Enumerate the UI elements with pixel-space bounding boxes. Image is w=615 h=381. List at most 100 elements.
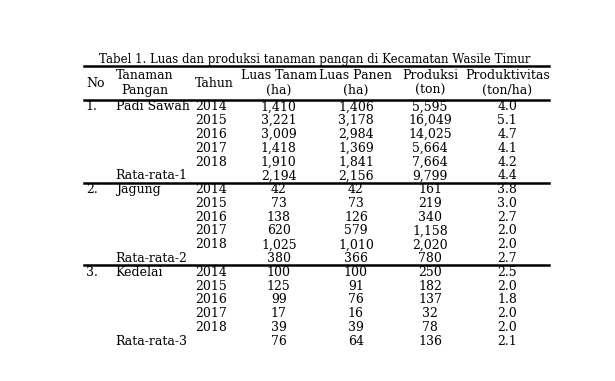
Text: 1,910: 1,910 (261, 155, 296, 168)
Text: 2,020: 2,020 (412, 238, 448, 251)
Text: 14,025: 14,025 (408, 128, 452, 141)
Text: 100: 100 (267, 266, 291, 279)
Text: 2,984: 2,984 (338, 128, 374, 141)
Text: 1,406: 1,406 (338, 100, 374, 114)
Text: 32: 32 (422, 307, 438, 320)
Text: Produksi
(ton): Produksi (ton) (402, 69, 458, 97)
Text: 2.0: 2.0 (498, 224, 517, 237)
Text: 2017: 2017 (195, 142, 226, 155)
Text: 39: 39 (348, 321, 364, 334)
Text: 2017: 2017 (195, 307, 226, 320)
Text: 126: 126 (344, 211, 368, 224)
Text: Luas Tanam
(ha): Luas Tanam (ha) (240, 69, 317, 97)
Text: Produktivitas
(ton/ha): Produktivitas (ton/ha) (465, 69, 550, 97)
Text: 2.0: 2.0 (498, 238, 517, 251)
Text: 2.0: 2.0 (498, 321, 517, 334)
Text: 137: 137 (418, 293, 442, 306)
Text: Tabel 1. Luas dan produksi tanaman pangan di Kecamatan Wasile Timur: Tabel 1. Luas dan produksi tanaman panga… (100, 53, 531, 66)
Text: 73: 73 (271, 197, 287, 210)
Text: 3.: 3. (86, 266, 98, 279)
Text: 2018: 2018 (195, 155, 226, 168)
Text: 2015: 2015 (195, 114, 226, 127)
Text: 136: 136 (418, 335, 442, 348)
Text: 2016: 2016 (195, 211, 226, 224)
Text: 2014: 2014 (195, 266, 226, 279)
Text: 16: 16 (348, 307, 364, 320)
Text: 4.4: 4.4 (498, 169, 517, 182)
Text: 620: 620 (267, 224, 291, 237)
Text: 5,664: 5,664 (412, 142, 448, 155)
Text: Tahun: Tahun (195, 77, 234, 90)
Text: 100: 100 (344, 266, 368, 279)
Text: 3,178: 3,178 (338, 114, 374, 127)
Text: 17: 17 (271, 307, 287, 320)
Text: 2018: 2018 (195, 238, 226, 251)
Text: 2,156: 2,156 (338, 169, 374, 182)
Text: 1,025: 1,025 (261, 238, 296, 251)
Text: 2,194: 2,194 (261, 169, 296, 182)
Text: Kedelai: Kedelai (116, 266, 163, 279)
Text: 2.5: 2.5 (498, 266, 517, 279)
Text: 2014: 2014 (195, 183, 226, 196)
Text: 1,010: 1,010 (338, 238, 374, 251)
Text: 1,158: 1,158 (412, 224, 448, 237)
Text: 125: 125 (267, 280, 291, 293)
Text: 4.2: 4.2 (498, 155, 517, 168)
Text: 1,841: 1,841 (338, 155, 374, 168)
Text: 1,369: 1,369 (338, 142, 374, 155)
Text: 5.1: 5.1 (498, 114, 517, 127)
Text: Rata-rata-2: Rata-rata-2 (116, 252, 188, 265)
Text: 1.8: 1.8 (498, 293, 517, 306)
Text: 2015: 2015 (195, 197, 226, 210)
Text: Tanaman
Pangan: Tanaman Pangan (116, 69, 173, 97)
Text: 340: 340 (418, 211, 442, 224)
Text: 5,595: 5,595 (413, 100, 448, 114)
Text: 1.: 1. (86, 100, 98, 114)
Text: 99: 99 (271, 293, 287, 306)
Text: 9,799: 9,799 (413, 169, 448, 182)
Text: 42: 42 (348, 183, 364, 196)
Text: No: No (86, 77, 105, 90)
Text: 780: 780 (418, 252, 442, 265)
Text: Rata-rata-3: Rata-rata-3 (116, 335, 188, 348)
Text: 2017: 2017 (195, 224, 226, 237)
Text: 64: 64 (348, 335, 364, 348)
Text: 4.1: 4.1 (498, 142, 517, 155)
Text: 250: 250 (418, 266, 442, 279)
Text: 2016: 2016 (195, 293, 226, 306)
Text: Padi Sawah: Padi Sawah (116, 100, 189, 114)
Text: 76: 76 (348, 293, 364, 306)
Text: 2.0: 2.0 (498, 307, 517, 320)
Text: 380: 380 (267, 252, 291, 265)
Text: 219: 219 (418, 197, 442, 210)
Text: 76: 76 (271, 335, 287, 348)
Text: 182: 182 (418, 280, 442, 293)
Text: 161: 161 (418, 183, 442, 196)
Text: 2016: 2016 (195, 128, 226, 141)
Text: Rata-rata-1: Rata-rata-1 (116, 169, 188, 182)
Text: 1,418: 1,418 (261, 142, 297, 155)
Text: 3,221: 3,221 (261, 114, 296, 127)
Text: 2.7: 2.7 (498, 211, 517, 224)
Text: 42: 42 (271, 183, 287, 196)
Text: 138: 138 (267, 211, 291, 224)
Text: 2.0: 2.0 (498, 280, 517, 293)
Text: Jagung: Jagung (116, 183, 161, 196)
Text: 3,009: 3,009 (261, 128, 296, 141)
Text: 2018: 2018 (195, 321, 226, 334)
Text: 7,664: 7,664 (412, 155, 448, 168)
Text: 91: 91 (348, 280, 364, 293)
Text: 16,049: 16,049 (408, 114, 452, 127)
Text: 579: 579 (344, 224, 368, 237)
Text: 4.0: 4.0 (498, 100, 517, 114)
Text: 3.8: 3.8 (498, 183, 517, 196)
Text: 366: 366 (344, 252, 368, 265)
Text: Luas Panen
(ha): Luas Panen (ha) (319, 69, 392, 97)
Text: 2.7: 2.7 (498, 252, 517, 265)
Text: 2015: 2015 (195, 280, 226, 293)
Text: 4.7: 4.7 (498, 128, 517, 141)
Text: 2.: 2. (86, 183, 98, 196)
Text: 78: 78 (422, 321, 438, 334)
Text: 39: 39 (271, 321, 287, 334)
Text: 2.1: 2.1 (498, 335, 517, 348)
